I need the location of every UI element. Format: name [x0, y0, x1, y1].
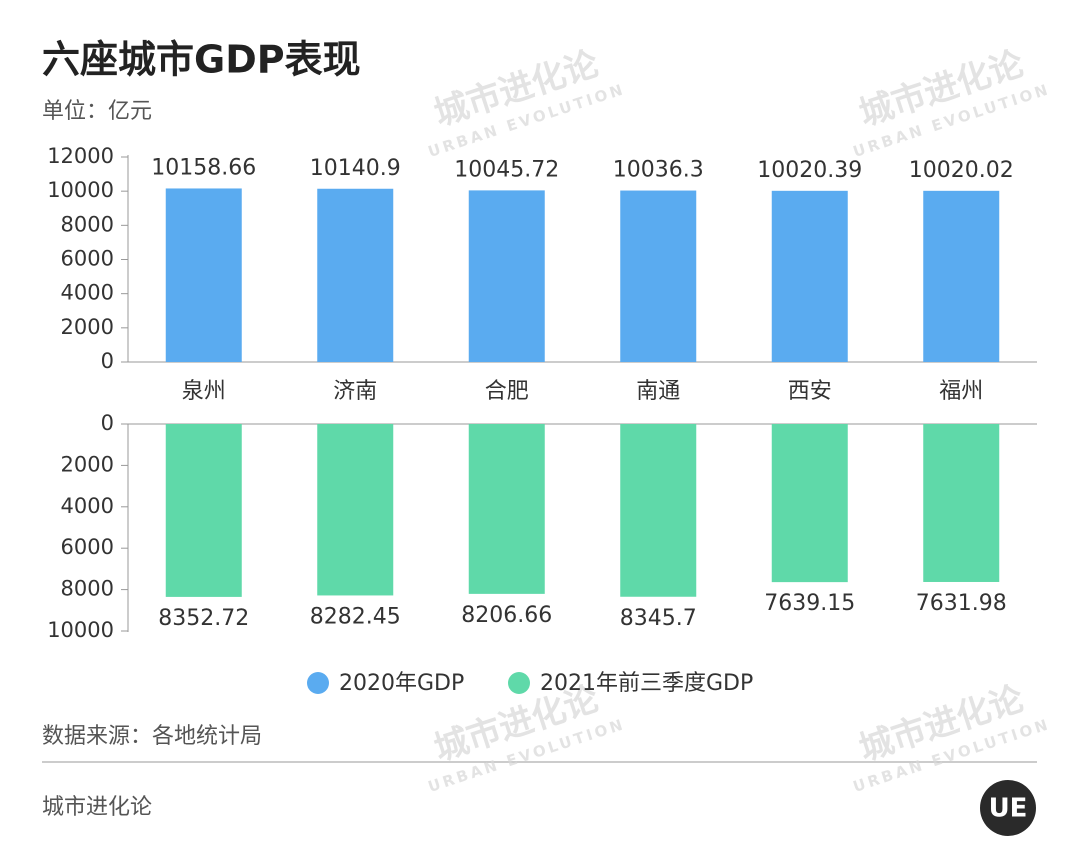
logo-badge: [980, 780, 1036, 836]
legend-label: 2021年前三季度GDP: [540, 671, 753, 696]
source: 数据来源：各地统计局: [42, 724, 262, 749]
x-tick-label: 西安: [788, 379, 832, 404]
bar: [165, 424, 242, 597]
y-tick-label: 8000: [61, 577, 114, 601]
bar: [923, 424, 1000, 582]
bar: [620, 190, 697, 362]
bar: [923, 190, 1000, 362]
bar: [771, 424, 848, 583]
bar: [165, 188, 242, 362]
y-tick-label: 2000: [61, 452, 114, 476]
legend-swatch: [307, 672, 329, 694]
x-tick-label: 泉州: [182, 379, 226, 404]
y-tick-label: 6000: [61, 247, 114, 271]
unit: 单位：亿元: [42, 99, 152, 124]
value-label: 8345.7: [620, 606, 697, 631]
y-tick-label: 6000: [61, 535, 114, 559]
x-tick-label: 济南: [333, 379, 377, 404]
value-label: 10140.9: [310, 156, 401, 181]
logo: UE: [989, 794, 1028, 824]
bar: [317, 424, 394, 596]
x-tick-label: 福州: [939, 379, 983, 404]
y-tick-label: 0: [101, 411, 114, 435]
y-tick-label: 4000: [61, 281, 114, 305]
value-label: 8206.66: [461, 603, 552, 628]
y-tick-label: 0: [101, 349, 114, 373]
y-tick-label: 10000: [47, 178, 114, 202]
y-tick-label: 2000: [61, 315, 114, 339]
value-label: 10036.3: [613, 158, 704, 183]
x-tick-label: 南通: [636, 379, 680, 404]
legend-label: 2020年GDP: [339, 671, 464, 696]
bar: [317, 188, 394, 362]
y-tick-label: 4000: [61, 494, 114, 518]
value-label: 10158.66: [151, 155, 256, 180]
value-label: 7639.15: [764, 591, 855, 616]
legend-swatch: [508, 672, 530, 694]
bar: [771, 190, 848, 362]
title: 六座城市GDP表现: [42, 38, 361, 82]
brand: 城市进化论: [42, 795, 152, 820]
value-label: 10045.72: [454, 157, 559, 182]
value-label: 10020.02: [909, 158, 1014, 183]
value-label: 10020.39: [757, 158, 862, 183]
bar: [620, 424, 697, 597]
bar: [468, 424, 545, 594]
bar: [468, 190, 545, 362]
value-label: 8352.72: [158, 606, 249, 631]
value-label: 8282.45: [310, 604, 401, 629]
y-tick-label: 12000: [47, 144, 114, 168]
y-tick-label: 10000: [47, 618, 114, 642]
value-label: 7631.98: [916, 591, 1007, 616]
x-tick-label: 合肥: [485, 379, 529, 404]
y-tick-label: 8000: [61, 212, 114, 236]
